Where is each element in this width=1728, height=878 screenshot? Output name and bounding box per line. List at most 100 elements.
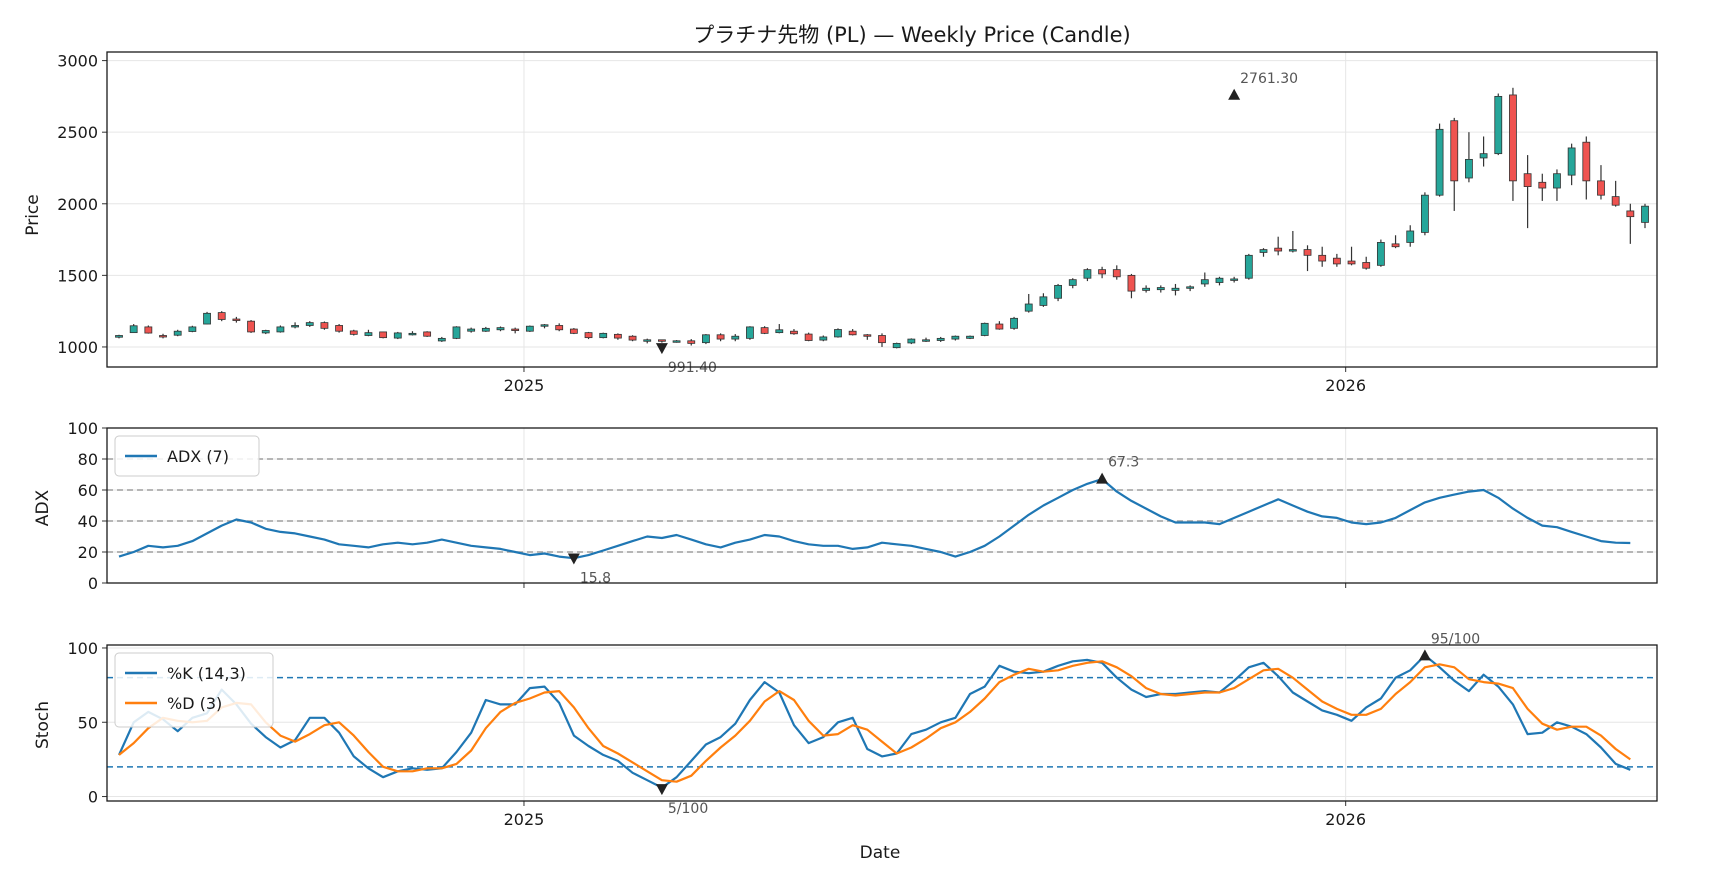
plot-frame	[106, 427, 1658, 584]
candle-body	[613, 333, 622, 339]
candle-body	[408, 332, 417, 336]
stoch-panel: 0 50 100 2025 2026 %K (14,3) %D (3) 95/100 5/100…	[67, 631, 1658, 829]
y-tick-label: 3000	[57, 52, 98, 71]
candle-body	[1054, 284, 1062, 299]
legend-label: %D (3)	[167, 694, 222, 713]
x-tick-label: 2025	[504, 810, 545, 829]
candle-body	[1230, 278, 1239, 281]
candle-body	[1523, 173, 1532, 187]
annotation-label: 5/100	[668, 801, 708, 817]
candle-body	[305, 322, 314, 326]
annotation-label: 2761.30	[1240, 71, 1298, 87]
candle-body	[672, 340, 681, 343]
candle-body	[922, 339, 930, 342]
candle-body	[907, 338, 916, 344]
annotation-label: 991.40	[668, 360, 717, 376]
candle-body	[643, 339, 652, 342]
y-tick-label: 100	[67, 639, 98, 658]
candle-body	[848, 330, 857, 336]
candle-body	[1039, 296, 1048, 306]
candle-body	[584, 332, 593, 339]
candle-body	[1024, 303, 1033, 312]
legend-box	[114, 652, 274, 728]
price-y-label: Price	[23, 194, 43, 235]
trough-marker	[655, 343, 668, 355]
annotation-label: 95/100	[1431, 631, 1480, 647]
candle-body	[1215, 277, 1224, 283]
chart-title: プラチナ先物 (PL) — Weekly Price (Candle)	[693, 23, 1130, 47]
candle-body	[379, 331, 388, 339]
candle-body	[834, 329, 842, 338]
candle-body	[1098, 269, 1106, 275]
candle-body	[1156, 287, 1165, 291]
candle-body	[173, 330, 182, 336]
candle-body	[1421, 194, 1429, 233]
peak-marker	[1228, 88, 1241, 100]
y-tick-label: 0	[88, 788, 98, 807]
candle-body	[760, 327, 769, 334]
candle-body	[540, 324, 549, 327]
candle-body	[1142, 287, 1151, 291]
candle-body	[599, 332, 608, 339]
candle-body	[1435, 128, 1444, 196]
candle-body	[364, 332, 373, 336]
candle-body	[1127, 274, 1136, 292]
candle-body	[1582, 141, 1591, 182]
candle-body	[775, 329, 784, 334]
candle-body	[1391, 243, 1400, 248]
candle-body	[819, 336, 828, 341]
candle-body	[1259, 249, 1268, 253]
candle-body	[878, 335, 886, 344]
candle-body	[467, 328, 476, 332]
candle-body	[525, 325, 534, 332]
candle-body	[658, 339, 666, 342]
candle-body	[1509, 94, 1517, 182]
candle-body	[569, 328, 578, 334]
trough-marker	[655, 784, 668, 796]
candle-body	[1244, 254, 1253, 279]
candle-body	[1641, 205, 1649, 223]
candle-body	[217, 312, 226, 320]
candle-body	[1318, 254, 1327, 262]
candle-body	[1288, 249, 1297, 252]
candle-body	[892, 342, 901, 349]
candle-body	[291, 325, 299, 328]
candle-body	[1347, 260, 1356, 265]
series-line	[117, 654, 1631, 789]
candle-body	[936, 337, 945, 341]
peak-marker	[1096, 472, 1109, 484]
candle-body	[335, 325, 343, 332]
price-panel: 1000 1500 2000 2500 3000 2025 2026 2761.30 991.4…	[57, 51, 1658, 395]
candle-body	[1010, 317, 1018, 329]
candle-body	[437, 337, 446, 342]
stoch-y-label: Stoch	[33, 701, 53, 749]
x-tick-label: 2025	[504, 376, 545, 395]
candle-body	[1479, 153, 1488, 159]
series-line	[118, 478, 1631, 560]
y-tick-label: 2500	[57, 123, 98, 142]
peak-marker	[1418, 649, 1431, 661]
candle-body	[144, 326, 153, 334]
candle-body	[1538, 181, 1547, 189]
candle-body	[481, 327, 490, 332]
candle-body	[1303, 249, 1312, 256]
candle-body	[1186, 286, 1195, 289]
candle-body	[423, 331, 432, 337]
candle-body	[790, 330, 798, 335]
candle-body	[1274, 247, 1283, 252]
candle-body	[716, 334, 725, 340]
x-tick-label: 2026	[1325, 376, 1366, 395]
legend-label: %K (14,3)	[167, 664, 246, 683]
y-tick-label: 100	[67, 419, 98, 438]
candle-body	[1567, 147, 1576, 176]
y-tick-label: 0	[88, 574, 98, 593]
candle-body	[804, 333, 813, 341]
candle-body	[1171, 287, 1180, 291]
y-tick-label: 80	[78, 450, 98, 469]
candle-body	[1362, 262, 1371, 269]
legend-label: ADX (7)	[167, 447, 229, 466]
candle-body	[203, 312, 211, 325]
candle-body	[159, 335, 167, 338]
series-line	[118, 660, 1631, 783]
candle-body	[247, 320, 255, 333]
